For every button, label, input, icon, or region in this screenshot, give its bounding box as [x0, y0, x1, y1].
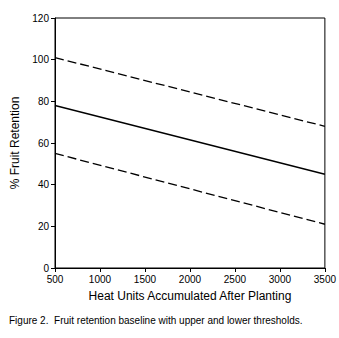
svg-text:2500: 2500 [224, 274, 247, 285]
svg-text:0: 0 [43, 263, 49, 274]
svg-text:3500: 3500 [314, 274, 337, 285]
svg-text:20: 20 [38, 221, 50, 232]
svg-text:2000: 2000 [179, 274, 202, 285]
svg-text:Heat Units Accumulated After P: Heat Units Accumulated After Planting [89, 289, 292, 303]
svg-text:1500: 1500 [134, 274, 157, 285]
svg-text:120: 120 [32, 13, 49, 24]
svg-text:3000: 3000 [269, 274, 292, 285]
svg-text:60: 60 [38, 138, 50, 149]
svg-text:500: 500 [47, 274, 64, 285]
svg-text:1000: 1000 [89, 274, 112, 285]
svg-text:40: 40 [38, 179, 50, 190]
svg-text:Figure 2. Fruit retention bas: Figure 2. Fruit retention baseline with … [9, 315, 303, 326]
svg-text:% Fruit Retention: % Fruit Retention [8, 97, 22, 190]
svg-text:80: 80 [38, 96, 50, 107]
svg-text:100: 100 [32, 54, 49, 65]
